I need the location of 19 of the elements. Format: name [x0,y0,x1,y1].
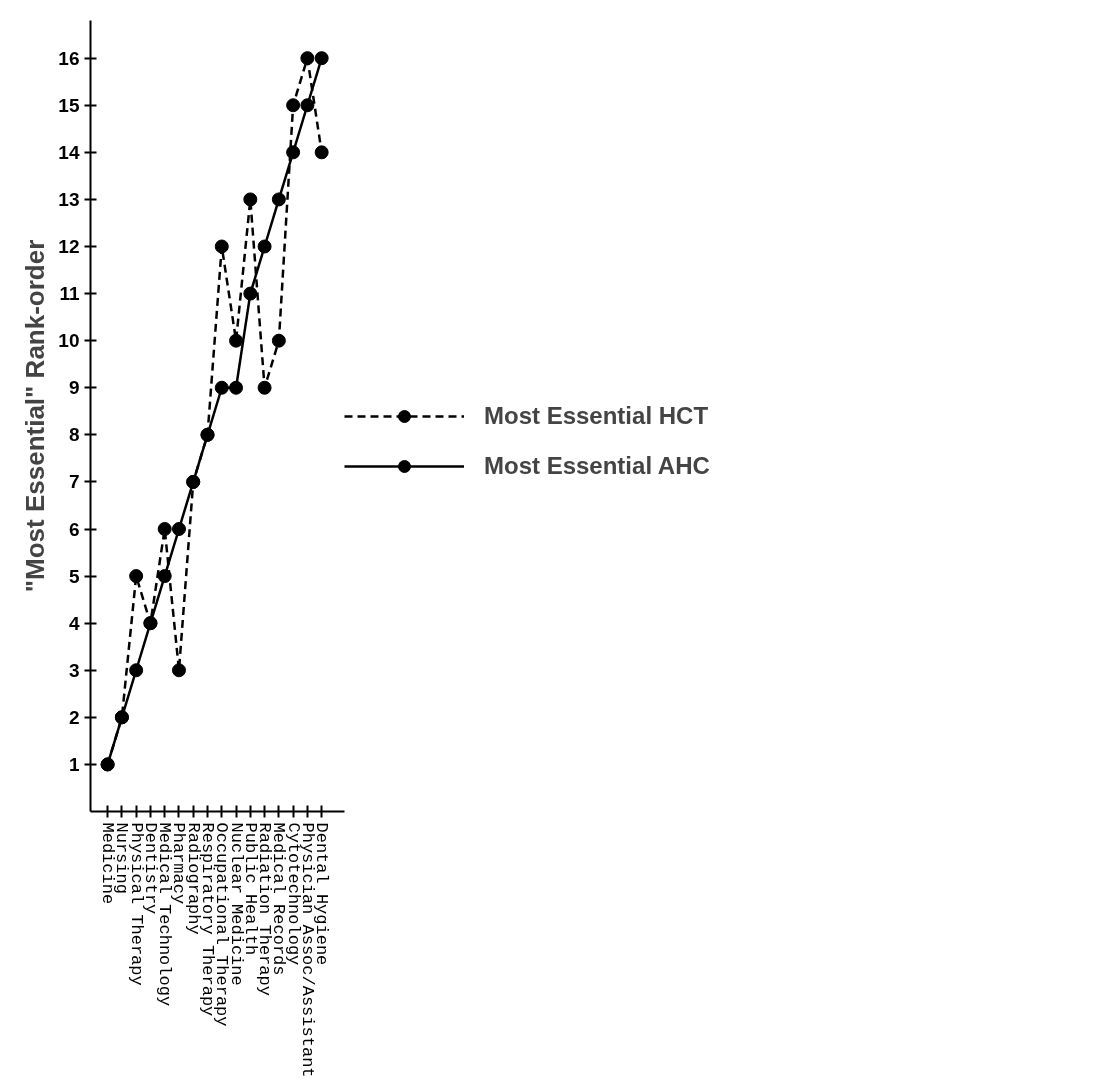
y-tick-label: 7 [68,471,80,493]
y-tick-label: 1 [68,753,80,775]
legend-label: Most Essential HCT [484,402,709,430]
y-tick-label: 5 [68,565,80,587]
y-tick-label: 14 [58,141,80,163]
y-tick-label: 6 [68,518,80,540]
y-tick-label: 3 [68,659,80,681]
y-tick-label: 8 [68,424,80,446]
y-tick-label: 13 [58,188,80,210]
y-tick-label: 2 [68,706,80,728]
y-tick-label: 11 [59,283,80,305]
y-tick-label: 12 [58,236,80,257]
legend-label: Most Essential AHC [484,452,710,480]
y-tick-label: 10 [58,330,80,352]
y-tick-label: 16 [58,47,80,69]
y-axis-title: "Most Essential" Rank-order [20,239,51,593]
y-tick-label: 15 [58,94,80,116]
y-tick-label: 4 [68,612,80,634]
y-tick-label: 9 [68,377,80,399]
